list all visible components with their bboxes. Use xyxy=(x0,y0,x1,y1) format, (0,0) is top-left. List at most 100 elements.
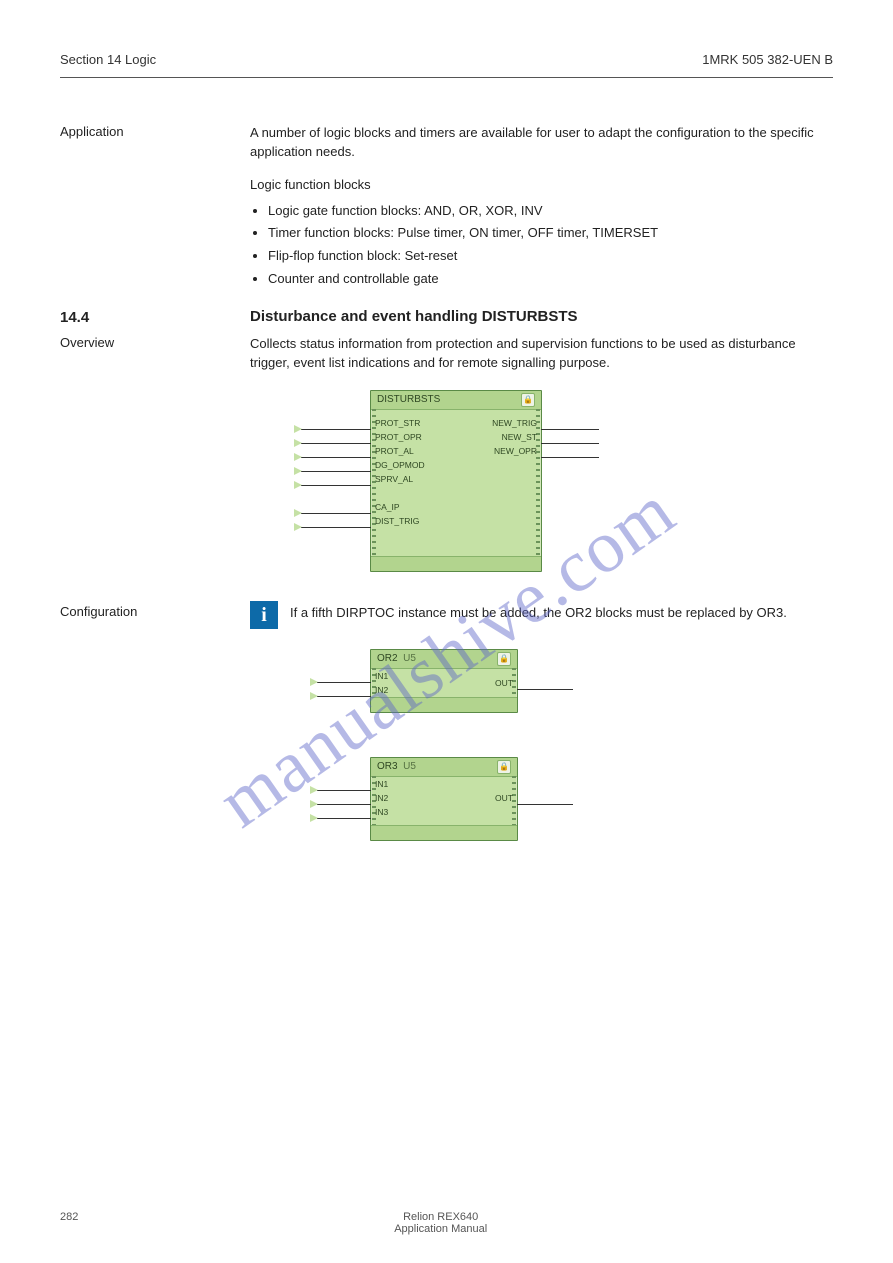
block-or3: OR3 U5 🔒 IN1IN2IN3OUT xyxy=(370,757,518,841)
diagram-or3: OR3 U5 🔒 IN1IN2IN3OUT xyxy=(250,751,833,861)
output-port xyxy=(517,798,585,810)
input-port xyxy=(289,465,371,477)
port-label: PROT_AL xyxy=(375,446,414,456)
page-footer: 282 Relion REX640 Application Manual xyxy=(60,1211,833,1235)
footer-line2: Application Manual xyxy=(394,1223,487,1235)
wire xyxy=(301,527,371,528)
output-port xyxy=(541,437,611,449)
port-label: NEW_ST xyxy=(502,432,537,442)
port-label: CA_IP xyxy=(375,502,400,512)
input-port xyxy=(289,521,371,533)
arrow-in-icon xyxy=(294,481,302,489)
input-port xyxy=(305,798,371,810)
port-label: OUT xyxy=(495,793,513,803)
port-label: IN1 xyxy=(375,779,388,789)
footer-line1: Relion REX640 xyxy=(403,1211,478,1223)
block-or2: OR2 U5 🔒 IN1IN2OUT xyxy=(370,649,518,713)
bullet-item: Logic gate function blocks: AND, OR, XOR… xyxy=(268,201,833,222)
wire xyxy=(317,790,371,791)
diagram-or2: OR2 U5 🔒 IN1IN2OUT xyxy=(250,643,833,733)
input-port xyxy=(289,423,371,435)
arrow-out-icon xyxy=(599,425,607,433)
overview-text: Collects status information from protect… xyxy=(250,335,833,373)
port-label: NEW_OPR xyxy=(494,446,537,456)
bullet-item: Timer function blocks: Pulse timer, ON t… xyxy=(268,223,833,244)
block-title-bar: OR3 U5 🔒 xyxy=(371,758,517,777)
intro-para-1: A number of logic blocks and timers are … xyxy=(250,124,833,162)
wire xyxy=(301,485,371,486)
wire xyxy=(541,429,599,430)
footer-mid: Relion REX640 Application Manual xyxy=(78,1211,803,1235)
arrow-out-icon xyxy=(573,800,581,808)
arrow-in-icon xyxy=(294,439,302,447)
intro-bullets: Logic gate function blocks: AND, OR, XOR… xyxy=(250,201,833,290)
input-port xyxy=(305,812,371,824)
wire xyxy=(517,689,573,690)
arrow-in-icon xyxy=(310,814,318,822)
block-footer xyxy=(371,697,517,712)
side-label-overview: Overview xyxy=(60,335,240,352)
wire xyxy=(301,429,371,430)
block-title-bar: OR2 U5 🔒 xyxy=(371,650,517,669)
section-number: 14.4 xyxy=(60,308,240,328)
input-port xyxy=(289,507,371,519)
port-label: IN1 xyxy=(375,671,388,681)
page-number: 282 xyxy=(60,1211,78,1235)
output-port xyxy=(541,423,611,435)
arrow-out-icon xyxy=(573,685,581,693)
wire xyxy=(301,443,371,444)
intro-para-2: Logic function blocks xyxy=(250,176,833,195)
wire xyxy=(301,457,371,458)
port-label: DIST_TRIG xyxy=(375,516,419,526)
arrow-out-icon xyxy=(599,439,607,447)
wire xyxy=(517,804,573,805)
block-title: DISTURBSTS xyxy=(377,391,440,409)
page-header: Section 14 Logic 1MRK 505 382-UEN B xyxy=(60,52,833,73)
port-label: PROT_OPR xyxy=(375,432,422,442)
block-title: OR2 xyxy=(377,653,398,664)
block-title-bar: DISTURBSTS 🔒 xyxy=(371,391,541,410)
port-label: IN3 xyxy=(375,807,388,817)
lock-icon: 🔒 xyxy=(497,652,511,666)
section-title: Disturbance and event handling DISTURBST… xyxy=(250,308,833,325)
input-port xyxy=(289,479,371,491)
wire xyxy=(541,443,599,444)
input-port xyxy=(305,676,371,688)
wire xyxy=(317,804,371,805)
header-right: 1MRK 505 382-UEN B xyxy=(702,52,833,67)
arrow-in-icon xyxy=(294,467,302,475)
block-subtitle: U5 xyxy=(403,761,416,772)
input-port xyxy=(305,690,371,702)
port-label: NEW_TRIG xyxy=(492,418,537,428)
lock-icon: 🔒 xyxy=(521,393,535,407)
port-label: DG_OPMOD xyxy=(375,460,425,470)
wire xyxy=(317,818,371,819)
port-label: OUT xyxy=(495,678,513,688)
wire xyxy=(541,457,599,458)
port-label: SPRV_AL xyxy=(375,474,413,484)
output-port xyxy=(541,451,611,463)
block-disturbsts: DISTURBSTS 🔒 PROT_STRPROT_OPRPROT_ALDG_O… xyxy=(370,390,542,572)
input-port xyxy=(305,784,371,796)
footer-spacer xyxy=(803,1211,833,1235)
input-port xyxy=(289,451,371,463)
block-subtitle: U5 xyxy=(403,653,416,664)
arrow-in-icon xyxy=(294,523,302,531)
header-left: Section 14 Logic xyxy=(60,52,156,67)
block-footer xyxy=(371,825,517,840)
output-port xyxy=(517,683,585,695)
arrow-in-icon xyxy=(310,800,318,808)
block-title: OR3 xyxy=(377,761,398,772)
lock-icon: 🔒 xyxy=(497,760,511,774)
wire xyxy=(301,513,371,514)
arrow-in-icon xyxy=(310,692,318,700)
note-row: i If a fifth DIRPTOC instance must be ad… xyxy=(250,604,833,629)
side-label-configuration: Configuration xyxy=(60,604,240,621)
wire xyxy=(317,696,371,697)
arrow-in-icon xyxy=(294,509,302,517)
arrow-in-icon xyxy=(294,425,302,433)
side-label-application: Application xyxy=(60,124,240,141)
header-rule xyxy=(60,77,833,78)
arrow-in-icon xyxy=(310,786,318,794)
wire xyxy=(317,682,371,683)
